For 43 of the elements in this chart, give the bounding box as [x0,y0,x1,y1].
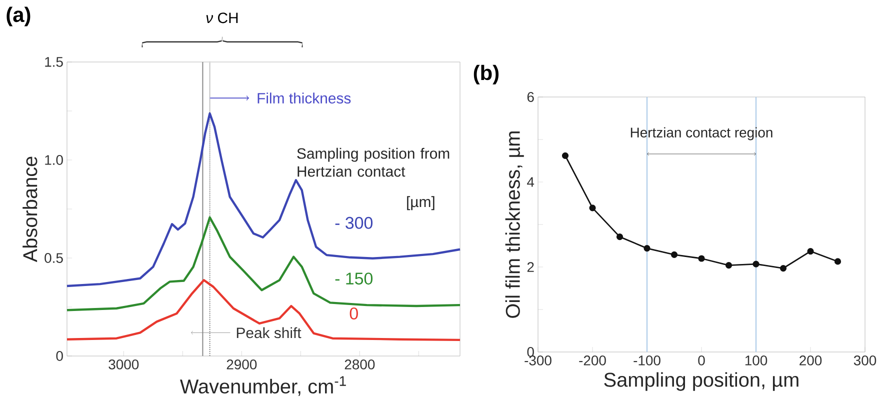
annotation: Film thickness [258,92,351,104]
y-axis-title: Oil film thickness, µm [505,132,524,318]
point [752,260,760,268]
point [562,152,569,159]
x-axis-title: Sampling position, µm [604,372,798,391]
series-label: - 300 [335,216,373,229]
point [698,255,705,262]
x-axis-title: Wavenumber, cm$^{-1}$ [180,376,346,396]
chart-title: (a) [6,6,30,26]
point [644,245,650,252]
y-tick-label: 4 [527,177,534,187]
y-tick-label: 1.0 [45,155,63,165]
series-label: 0 [350,307,358,320]
annotation: Hertzian contact region [630,127,772,140]
y-axis-title: Absorbance [22,156,38,262]
annotation: [µm] [407,196,434,210]
x-tick-label: 200 [800,356,822,366]
y-tick-label: 0.5 [44,253,63,263]
point [834,258,842,265]
point [670,251,678,258]
x-tick-label: 100 [745,356,768,366]
point [725,262,732,269]
line-series [66,112,462,288]
x-tick-label: 0 [698,356,705,366]
x-tick-label: -100 [634,356,660,366]
point [616,234,624,240]
y-tick-label: 1.5 [45,57,63,67]
x-tick-label: 2900 [226,360,257,370]
x-tick-label: 3000 [108,360,139,370]
annotation: Sampling position from Hertzian contact [297,148,450,177]
series-label: - 150 [335,272,373,285]
annotation: Peak shift [236,327,302,338]
y-tick-label: 6 [527,92,534,102]
text: ν CH [206,12,238,24]
x-tick-label: -300 [524,356,552,366]
x-tick-label: -200 [579,356,606,366]
chart-title: (b) [474,64,499,84]
x-tick-label: 300 [854,356,876,366]
y-tick-label: 2 [527,262,534,272]
point [807,248,814,255]
x-tick-label: 2800 [344,360,375,370]
point [780,264,787,272]
point [589,204,596,212]
